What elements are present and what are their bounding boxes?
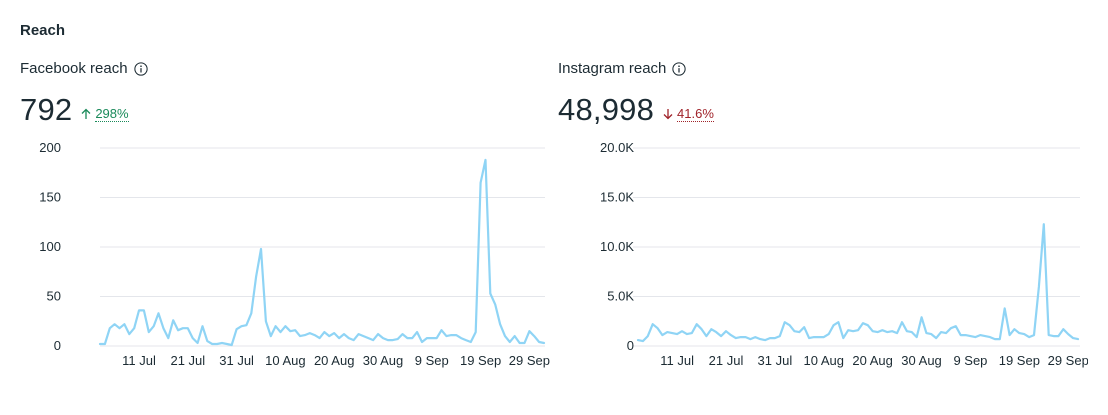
arrow-down-icon (663, 109, 673, 120)
instagram-reach-panel: Instagram reach 48,998 41.6% 0 5.0K 10.0K 1… (558, 60, 1088, 390)
fb-y-tick-label: 50 (47, 289, 61, 304)
fb-x-tick-label: 31 Jul (219, 353, 254, 368)
fb-x-tick-label: 19 Sep (460, 353, 501, 368)
fb-x-tick-label: 30 Aug (363, 353, 404, 368)
facebook-reach-delta-text: 298% (95, 105, 129, 122)
ig-x-tick-label: 31 Jul (758, 353, 793, 368)
fb-y-tick-label: 0 (54, 338, 61, 353)
facebook-reach-panel: Facebook reach 792 298% 0 50 100 150 200 11 J… (20, 60, 550, 390)
ig-x-tick-label: 29 Sep (1048, 353, 1088, 368)
section-title-reach: Reach (20, 22, 66, 39)
fb-x-tick-label: 20 Aug (314, 353, 355, 368)
facebook-reach-header: Facebook reach (20, 60, 148, 77)
info-icon[interactable] (672, 61, 687, 76)
facebook-reach-metric: 792 298% (20, 92, 129, 128)
fb-y-tick-label: 200 (39, 140, 61, 155)
fb-x-tick-label: 10 Aug (265, 353, 306, 368)
facebook-reach-label: Facebook reach (20, 60, 128, 77)
ig-x-tick-label: 11 Jul (660, 353, 694, 368)
ig-x-tick-label: 10 Aug (804, 353, 845, 368)
ig-y-tick-label: 15.0K (600, 190, 634, 205)
instagram-reach-delta-text: 41.6% (677, 105, 714, 122)
facebook-reach-value: 792 (20, 92, 73, 127)
fb-x-tick-label: 11 Jul (122, 353, 156, 368)
fb-x-tick-label: 9 Sep (415, 353, 449, 368)
arrow-up-icon (81, 108, 91, 119)
ig-y-tick-label: 20.0K (600, 140, 634, 155)
instagram-reach-label: Instagram reach (558, 60, 667, 77)
instagram-reach-value: 48,998 (558, 92, 655, 127)
ig-y-tick-label: 10.0K (600, 239, 634, 254)
ig-y-tick-label: 5.0K (607, 289, 634, 304)
ig-x-tick-label: 21 Jul (709, 353, 744, 368)
instagram-reach-chart[interactable]: 0 5.0K 10.0K 15.0K 20.0K 11 Jul 21 Jul 31 Jul 10… (558, 140, 1088, 380)
instagram-reach-header: Instagram reach (558, 60, 687, 77)
instagram-reach-delta[interactable]: 41.6% (662, 105, 714, 122)
ig-x-tick-label: 19 Sep (999, 353, 1040, 368)
info-icon[interactable] (133, 61, 148, 76)
fb-reach-series-line[interactable] (98, 158, 546, 347)
fb-y-tick-label: 100 (39, 239, 61, 254)
ig-x-tick-label: 30 Aug (901, 353, 942, 368)
fb-y-tick-label: 150 (39, 190, 61, 205)
ig-x-tick-label: 20 Aug (852, 353, 893, 368)
fb-x-tick-label: 21 Jul (170, 353, 205, 368)
fb-x-tick-label: 29 Sep (509, 353, 550, 368)
facebook-reach-chart[interactable]: 0 50 100 150 200 11 Jul 21 Jul 31 Jul 10 Aug 20 A… (20, 140, 550, 380)
ig-y-tick-label: 0 (627, 338, 634, 353)
ig-x-tick-label: 9 Sep (953, 353, 987, 368)
facebook-reach-delta[interactable]: 298% (80, 105, 129, 122)
instagram-reach-metric: 48,998 41.6% (558, 92, 714, 128)
ig-reach-series-line[interactable] (636, 223, 1080, 343)
